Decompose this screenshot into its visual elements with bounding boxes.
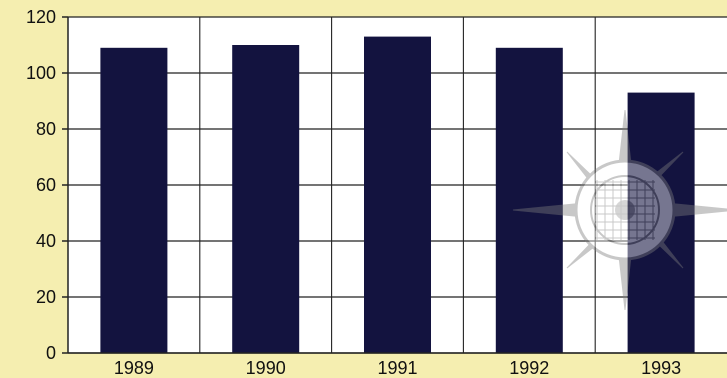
axis-layer: 0 20 40 60 80 100 120 1989 1990 1991 1992 1993 [26,7,727,378]
x-tick-label: 1989 [114,358,154,378]
y-tick-label: 40 [36,231,56,251]
y-tick-label: 0 [46,343,56,363]
y-tick-label: 80 [36,119,56,139]
bars-layer [100,36,695,354]
bar-1990 [232,45,300,353]
x-tick-label: 1990 [246,358,286,378]
x-tick-label: 1991 [377,358,417,378]
compass-seal-icon [512,109,727,311]
bar-1989 [100,47,168,354]
x-tick-label: 1992 [509,358,549,378]
x-tick-label: 1993 [641,358,681,378]
bar-1991 [364,36,431,353]
y-tick-label: 120 [26,7,56,27]
seal-center [615,200,635,220]
y-tick-label: 100 [26,63,56,83]
seal-outer-ring [574,159,676,261]
seal-inner-ring [590,175,660,245]
watermark-compass [512,109,727,311]
y-tick-label: 60 [36,175,56,195]
y-tick-label: 20 [36,287,56,307]
compass-star-diagonal [566,151,684,269]
bar-1992 [495,47,563,354]
compass-star-main [512,109,727,311]
bar-1993 [627,92,695,353]
